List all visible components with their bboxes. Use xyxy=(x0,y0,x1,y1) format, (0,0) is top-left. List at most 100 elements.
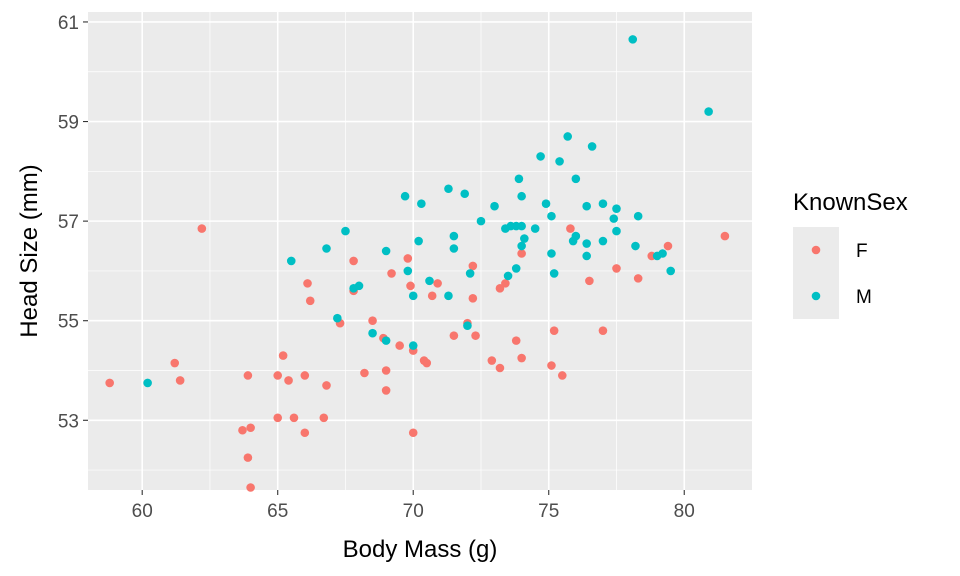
y-tick-label: 61 xyxy=(58,13,79,34)
point-m xyxy=(408,291,418,301)
point-m xyxy=(417,199,426,208)
x-tick-label: 75 xyxy=(538,501,559,522)
point-f xyxy=(720,231,730,241)
point-m xyxy=(609,214,619,223)
point-f xyxy=(471,331,480,340)
x-tick-label: 60 xyxy=(132,501,153,522)
point-m xyxy=(354,281,364,291)
point-m xyxy=(341,226,350,236)
point-m xyxy=(408,341,418,350)
point-m xyxy=(582,201,591,211)
point-f xyxy=(549,326,559,335)
point-m xyxy=(333,313,342,323)
point-m xyxy=(444,291,453,301)
point-f xyxy=(517,353,526,363)
point-f xyxy=(300,371,310,380)
point-f xyxy=(406,281,415,291)
point-m xyxy=(598,199,608,208)
point-m xyxy=(530,224,540,233)
point-f xyxy=(495,284,505,293)
point-f xyxy=(319,413,329,423)
point-m xyxy=(286,256,296,266)
point-m xyxy=(571,231,581,241)
point-f xyxy=(501,279,510,288)
x-tick-label: 70 xyxy=(403,501,424,522)
point-f xyxy=(408,428,418,438)
point-m xyxy=(631,241,640,251)
point-f xyxy=(468,261,478,271)
point-m xyxy=(633,211,643,221)
point-m xyxy=(381,336,391,345)
point-f xyxy=(197,224,207,233)
point-m xyxy=(444,184,453,194)
point-f xyxy=(238,425,247,435)
point-f xyxy=(273,371,283,380)
point-m xyxy=(511,264,521,273)
point-f xyxy=(547,361,556,370)
x-axis: 60 65 70 75 80 xyxy=(132,490,695,522)
point-f xyxy=(243,371,253,380)
point-f xyxy=(322,381,331,390)
point-f xyxy=(381,366,391,375)
point-m xyxy=(517,241,526,251)
point-f xyxy=(175,376,185,385)
point-m xyxy=(547,211,556,221)
point-m xyxy=(463,321,472,330)
point-m xyxy=(476,216,486,226)
point-f xyxy=(422,358,432,368)
point-m xyxy=(555,157,564,166)
point-f xyxy=(433,279,442,288)
point-m xyxy=(571,174,581,184)
point-m xyxy=(514,174,524,184)
point-m xyxy=(449,244,459,253)
point-f xyxy=(449,331,459,340)
y-tick-label: 59 xyxy=(58,113,79,134)
point-f xyxy=(403,254,413,263)
legend: KnownSex F M xyxy=(793,189,908,319)
point-m xyxy=(143,378,152,388)
point-m xyxy=(541,199,551,208)
point-f xyxy=(566,224,575,233)
point-m xyxy=(465,269,475,278)
point-f xyxy=(246,483,255,492)
point-m xyxy=(425,276,434,286)
point-m xyxy=(381,246,391,256)
point-f xyxy=(349,256,358,266)
y-axis-title: Head Size (mm) xyxy=(16,164,43,337)
point-f xyxy=(487,356,497,365)
point-m xyxy=(536,152,545,161)
point-m xyxy=(403,266,413,276)
point-m xyxy=(322,244,331,253)
point-m xyxy=(587,142,597,151)
x-tick-label: 65 xyxy=(267,501,288,522)
point-m xyxy=(612,226,621,236)
point-m xyxy=(368,328,377,338)
point-f xyxy=(368,316,377,326)
point-m xyxy=(658,249,667,258)
point-m xyxy=(517,191,526,201)
point-f xyxy=(612,264,621,273)
y-tick-label: 57 xyxy=(58,212,79,233)
legend-key-f xyxy=(811,245,821,255)
point-f xyxy=(246,423,255,433)
point-f xyxy=(170,358,180,368)
legend-label-m: M xyxy=(856,287,872,308)
point-m xyxy=(563,132,573,141)
point-f xyxy=(105,378,114,388)
point-f xyxy=(303,279,312,288)
point-m xyxy=(490,201,499,211)
point-m xyxy=(547,249,556,258)
point-f xyxy=(663,241,673,251)
point-f xyxy=(305,296,315,306)
point-m xyxy=(414,236,423,246)
point-f xyxy=(468,294,478,303)
y-axis: 53 55 57 59 61 xyxy=(58,13,88,432)
point-f xyxy=(511,336,521,345)
point-f xyxy=(243,453,253,462)
panel-background xyxy=(88,12,752,490)
point-m xyxy=(449,231,459,241)
point-m xyxy=(517,221,526,231)
point-f xyxy=(360,368,369,378)
point-m xyxy=(460,189,470,199)
